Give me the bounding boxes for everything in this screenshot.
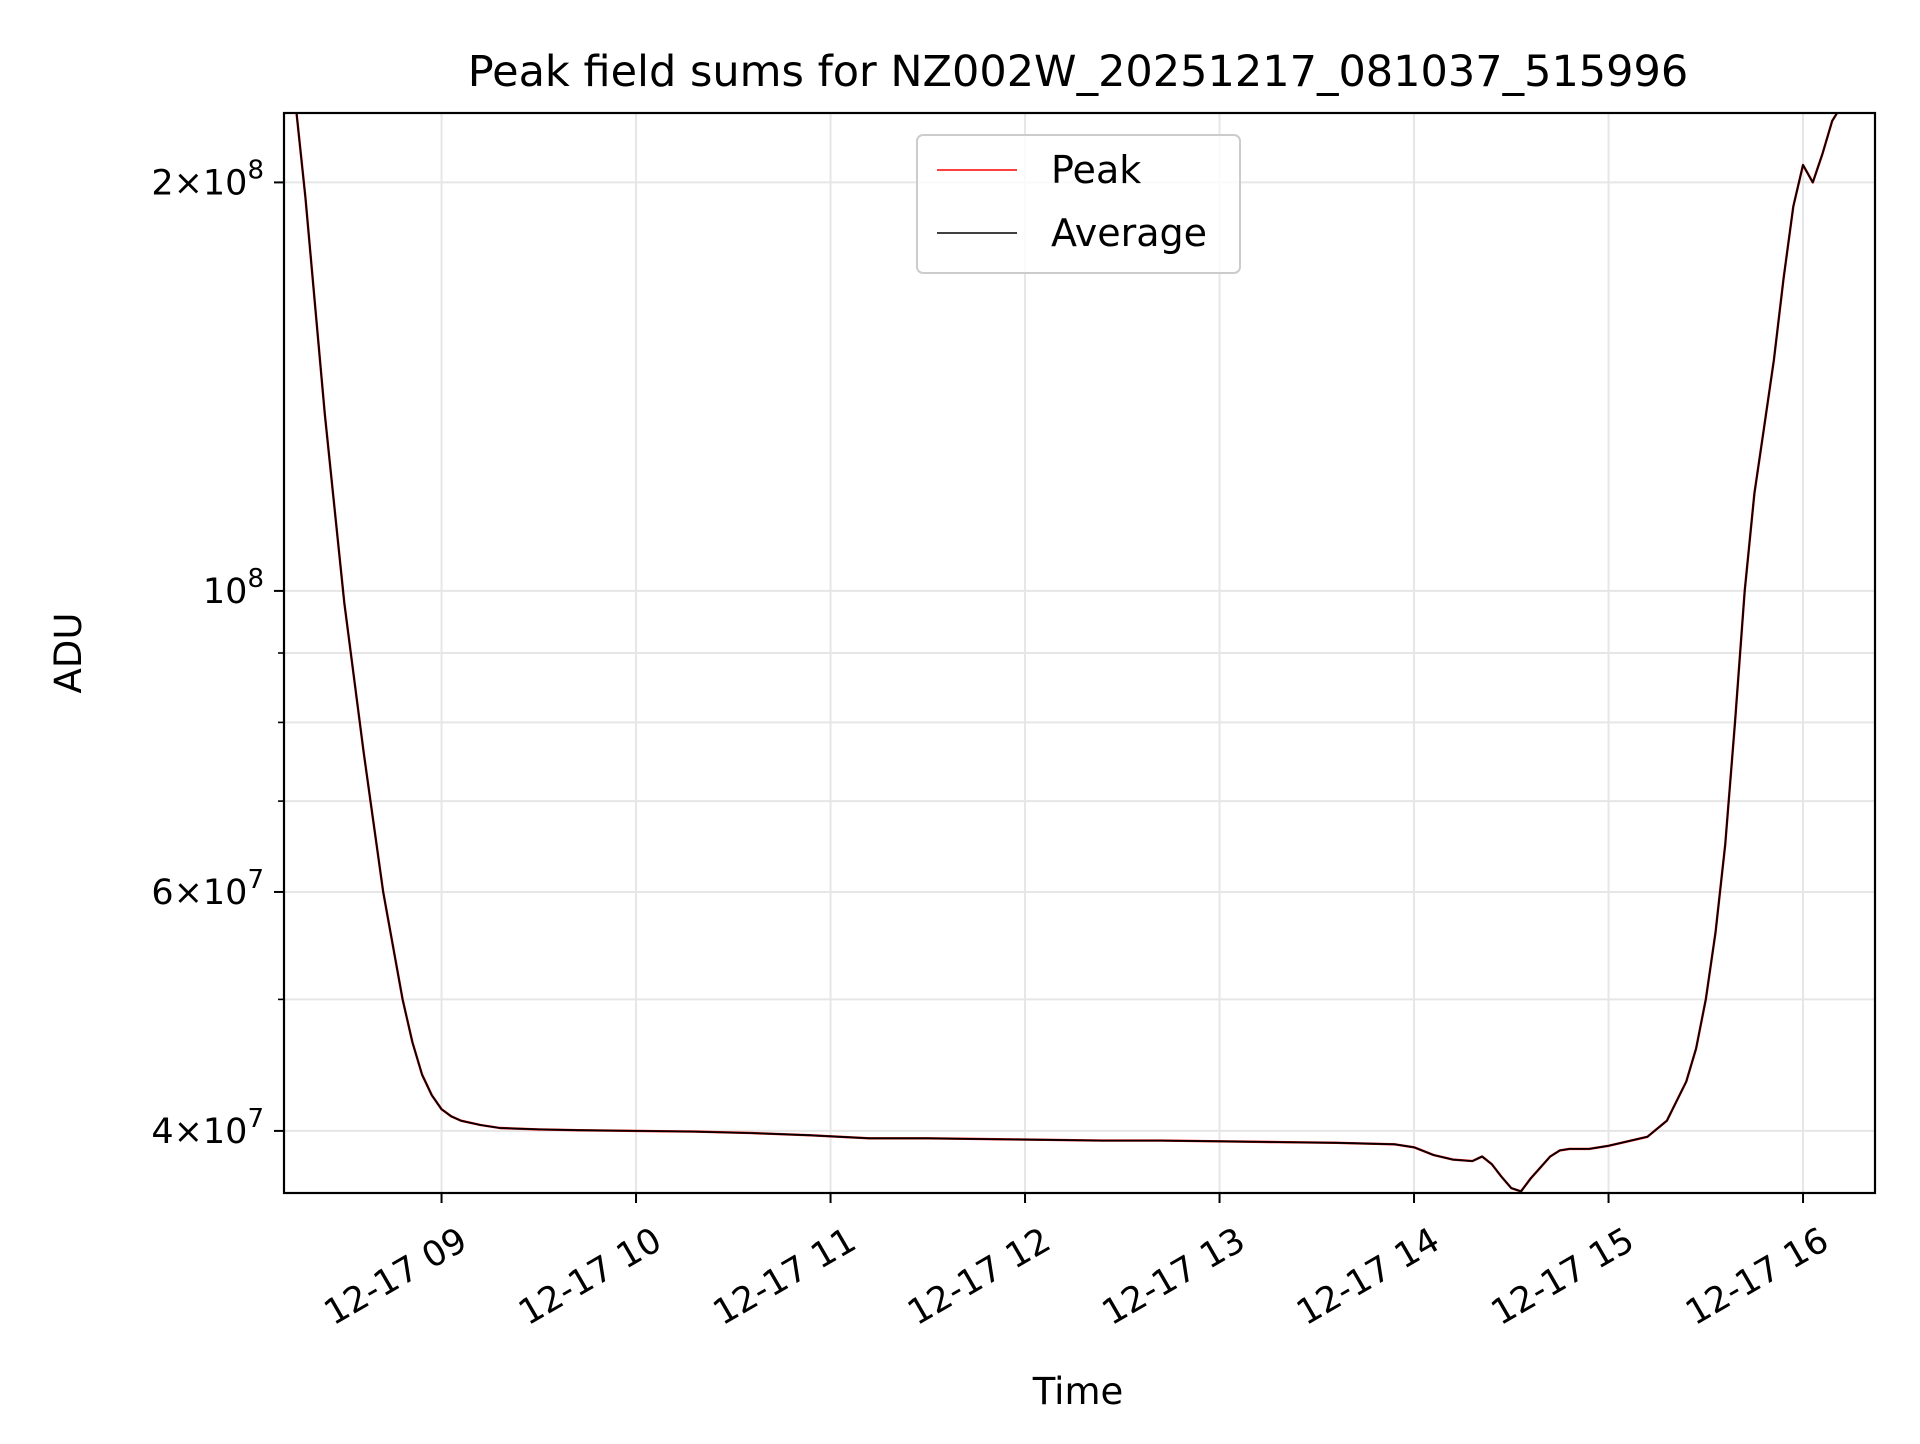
legend-label-average: Average xyxy=(1051,211,1207,255)
y-axis-label: ADU xyxy=(47,613,90,694)
x-axis-label: Time xyxy=(1032,1370,1124,1413)
y-tick-label: 4×107 xyxy=(151,1104,264,1152)
legend: Peak Average xyxy=(916,134,1241,274)
y-tick-label: 108 xyxy=(203,564,264,612)
y-tick-label: 2×108 xyxy=(151,155,264,203)
series-layer xyxy=(295,113,1839,1193)
grid-layer xyxy=(284,113,1875,1193)
series-line-average xyxy=(295,113,1839,1193)
chart-title: Peak field sums for NZ002W_20251217_0810… xyxy=(468,47,1689,97)
plot-frame xyxy=(282,111,1877,1195)
y-tick-label: 6×107 xyxy=(151,865,264,913)
legend-label-peak: Peak xyxy=(1051,148,1141,192)
